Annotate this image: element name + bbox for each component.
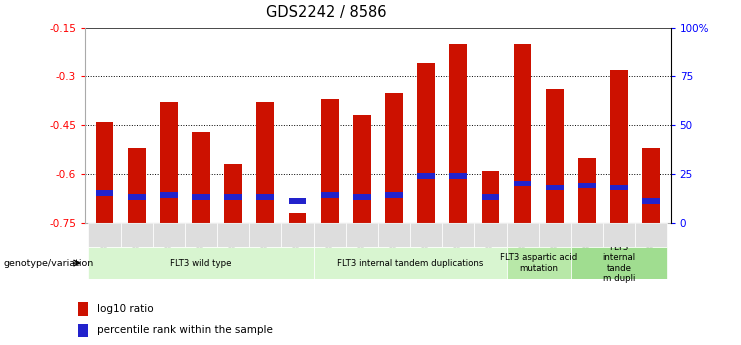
Bar [385, 92, 403, 223]
Bar [546, 185, 564, 190]
Bar [353, 115, 370, 223]
Bar [289, 213, 306, 223]
FancyBboxPatch shape [410, 223, 442, 247]
Bar [96, 190, 113, 196]
FancyBboxPatch shape [121, 223, 153, 247]
Bar [128, 194, 145, 200]
Bar [578, 183, 596, 188]
FancyBboxPatch shape [603, 223, 635, 247]
FancyBboxPatch shape [313, 223, 346, 247]
Bar [482, 170, 499, 223]
Bar [546, 89, 564, 223]
Bar [289, 198, 306, 204]
FancyBboxPatch shape [153, 223, 185, 247]
Bar [160, 102, 178, 223]
Bar [450, 173, 467, 179]
Bar [417, 173, 435, 179]
FancyBboxPatch shape [571, 247, 668, 279]
Text: FLT3 internal tandem duplications: FLT3 internal tandem duplications [337, 258, 483, 268]
FancyBboxPatch shape [571, 223, 603, 247]
Text: FLT3 aspartic acid
mutation: FLT3 aspartic acid mutation [500, 253, 577, 273]
Bar [321, 192, 339, 198]
FancyBboxPatch shape [346, 223, 378, 247]
Bar [192, 131, 210, 223]
Bar [353, 194, 370, 200]
Bar [225, 194, 242, 200]
Bar [225, 164, 242, 223]
Bar [79, 324, 88, 337]
Bar [482, 194, 499, 200]
FancyBboxPatch shape [88, 223, 121, 247]
Bar [417, 63, 435, 223]
Bar [256, 102, 274, 223]
FancyBboxPatch shape [442, 223, 474, 247]
Bar [611, 70, 628, 223]
FancyBboxPatch shape [539, 223, 571, 247]
Bar [578, 158, 596, 223]
FancyBboxPatch shape [635, 223, 668, 247]
FancyBboxPatch shape [507, 223, 539, 247]
FancyBboxPatch shape [507, 247, 571, 279]
Bar [514, 44, 531, 223]
Text: FLT3
internal
tande
m dupli: FLT3 internal tande m dupli [602, 243, 636, 283]
FancyBboxPatch shape [378, 223, 410, 247]
FancyBboxPatch shape [249, 223, 282, 247]
Bar [128, 148, 145, 223]
Text: log10 ratio: log10 ratio [96, 304, 153, 314]
FancyBboxPatch shape [313, 247, 507, 279]
FancyBboxPatch shape [474, 223, 507, 247]
Bar [79, 302, 88, 316]
Bar [385, 192, 403, 198]
Bar [321, 99, 339, 223]
Text: genotype/variation: genotype/variation [4, 259, 94, 268]
Bar [256, 194, 274, 200]
Bar [514, 181, 531, 186]
Bar [192, 194, 210, 200]
Text: FLT3 wild type: FLT3 wild type [170, 258, 232, 268]
Bar [642, 198, 660, 204]
Bar [611, 185, 628, 190]
FancyBboxPatch shape [88, 247, 313, 279]
Text: percentile rank within the sample: percentile rank within the sample [96, 325, 273, 335]
FancyBboxPatch shape [185, 223, 217, 247]
FancyBboxPatch shape [282, 223, 313, 247]
Bar [160, 192, 178, 198]
Bar [642, 148, 660, 223]
Bar [450, 44, 467, 223]
Text: GDS2242 / 8586: GDS2242 / 8586 [266, 5, 386, 20]
Bar [96, 122, 113, 223]
FancyBboxPatch shape [217, 223, 249, 247]
